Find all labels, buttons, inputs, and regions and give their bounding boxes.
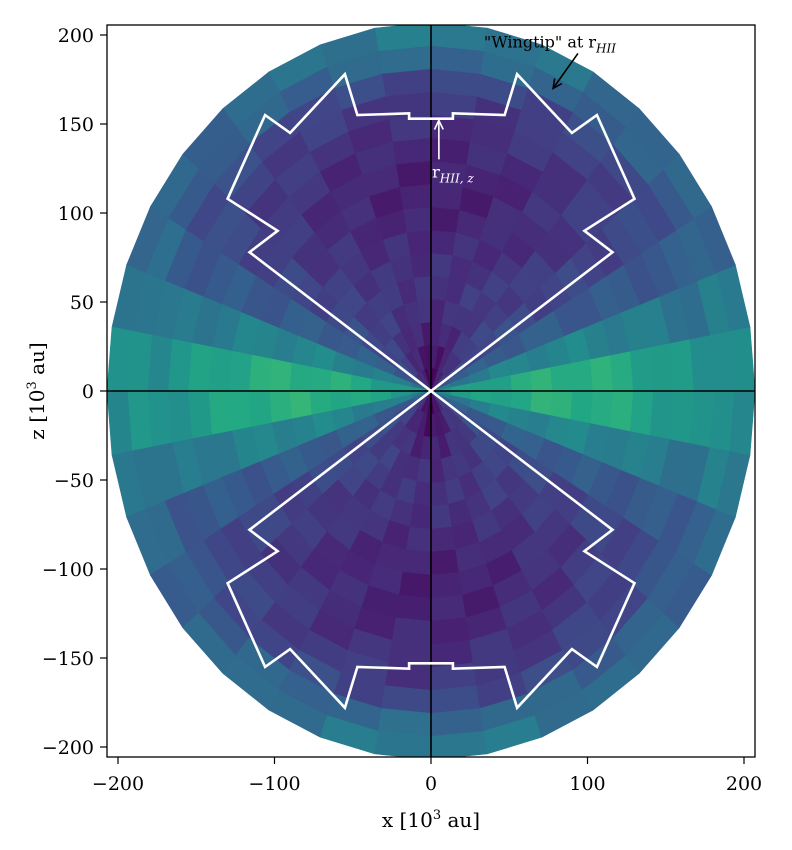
x-axis-title: x [103 au]: [382, 808, 480, 832]
heatmap-cell-396: [649, 342, 675, 392]
y-axis-ticks: 200 150 100 50 0 −50 −100 −150 −200: [42, 25, 107, 759]
y-tick-label: 150: [58, 114, 94, 136]
boundary-upper-lobe: [225, 71, 637, 393]
heatmap-cell-315: [430, 572, 463, 599]
heatmap-cell-225: [406, 229, 432, 256]
heatmap-cell-260: [430, 206, 460, 233]
heatmap-cell-575: [729, 390, 755, 456]
heatmap-cell-305: [248, 354, 272, 392]
heatmap-cell-206: [409, 504, 432, 530]
heatmap-field: [107, 25, 755, 757]
heatmap-cell-288: [590, 354, 614, 392]
heatmap-cell-278: [402, 549, 432, 576]
y-tick-label: 200: [58, 25, 94, 47]
heatmap-cell-314: [399, 572, 432, 599]
heatmap-cell-251: [550, 390, 574, 420]
boundary-lower-lobe: [225, 389, 637, 711]
annotation-arrowhead-0: [552, 78, 563, 90]
heatmap-cell-224: [430, 229, 456, 256]
y-tick-label: 50: [70, 292, 94, 314]
heatmap-cell-387: [430, 617, 471, 645]
heatmap-cell-270: [268, 390, 292, 424]
heatmap-cell-252: [570, 358, 594, 392]
heatmap-cell-242: [406, 526, 432, 553]
heatmap-cell-414: [187, 390, 213, 440]
x-tick-label: 200: [726, 773, 762, 795]
heatmap-cell-377: [207, 346, 232, 392]
heatmap-cell-170: [413, 481, 432, 507]
y-tick-label: 0: [82, 381, 94, 403]
heatmap-cell-234: [288, 390, 312, 420]
y-axis-title: z [103 au]: [25, 342, 49, 439]
annotation-arrowhead-1: [433, 118, 444, 130]
heatmap-cell-566: [374, 730, 432, 757]
heatmap-cell-324: [610, 350, 634, 392]
y-tick-label: −200: [42, 737, 94, 759]
heatmap-cell-197: [309, 366, 332, 392]
heatmap-cell-395: [630, 390, 655, 436]
heatmap-cell-557: [107, 326, 133, 392]
heatmap-cell-368: [430, 137, 471, 165]
x-axis-ticks: −200 −100 0 100 200: [92, 757, 762, 795]
annotation-label-0: "Wingtip" at rHII: [484, 32, 616, 55]
heatmap-cell-351: [430, 594, 467, 622]
heatmap-cell-386: [391, 617, 432, 645]
heatmap-cell-548: [430, 25, 488, 52]
heatmap-cell-359: [610, 390, 634, 432]
x-tick-label: −100: [248, 773, 300, 795]
heatmap-cell-279: [430, 549, 460, 576]
y-tick-label: −100: [42, 559, 94, 581]
heatmap-cell-413: [187, 342, 213, 392]
heatmap-cell-296: [430, 183, 463, 210]
annotation-arrow-0: [552, 52, 579, 89]
heatmap-cell-287: [570, 390, 594, 424]
y-tick-label: 100: [58, 203, 94, 225]
y-tick-label: −150: [42, 648, 94, 670]
heatmap-cell-306: [248, 390, 272, 428]
heatmap-cell-378: [207, 390, 232, 436]
annotation-label-1: rHII, z: [432, 162, 474, 185]
heatmap-cell-350: [395, 594, 432, 622]
heatmap-cell-360: [630, 346, 655, 392]
heatmap-cell-261: [402, 206, 432, 233]
heatmap-cell-333: [395, 160, 432, 188]
heatmap-cell-297: [399, 183, 432, 210]
heatmap-cell-342: [228, 390, 252, 432]
heatmap-cell-431: [649, 390, 675, 440]
heatmap-cell-215: [530, 390, 553, 416]
heatmap-cell-341: [228, 350, 252, 392]
y-tick-label: −50: [54, 470, 94, 492]
heatmap-cell-188: [430, 252, 453, 278]
heatmap-cell-233: [288, 362, 312, 392]
heatmap-cell-243: [430, 526, 456, 553]
heatmap-cell-216: [550, 362, 574, 392]
x-tick-label: −200: [92, 773, 144, 795]
heatmap-cell-323: [590, 390, 614, 428]
x-tick-label: 100: [569, 773, 605, 795]
x-tick-label: 0: [425, 773, 437, 795]
heatmap-cell-269: [268, 358, 292, 392]
heatmap-cell-369: [391, 137, 432, 165]
heatmap-cell-152: [430, 275, 449, 301]
ionization-front-boundary: [225, 71, 637, 711]
annotations: "Wingtip" at rHII rHII, z: [432, 32, 616, 185]
